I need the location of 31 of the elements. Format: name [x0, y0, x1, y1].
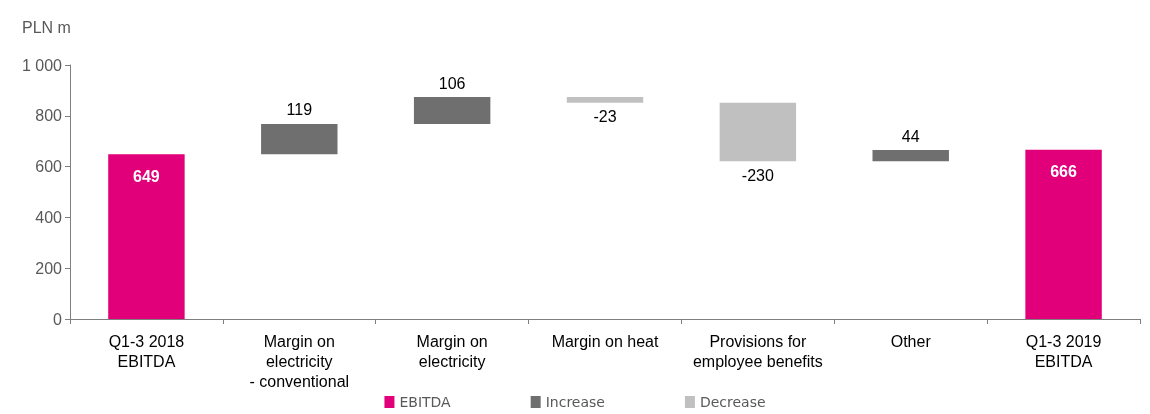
x-tick-label: Provisions for employee benefits [692, 332, 823, 370]
x-tick-label: Margin on electricity - conventional [249, 332, 350, 390]
legend-label: Increase [545, 394, 605, 410]
y-tick-label: 1 000 [21, 56, 63, 74]
data-label: -230 [741, 166, 774, 184]
bar [719, 102, 797, 162]
legend-label: Decrease [699, 394, 766, 410]
y-axis-title: PLN m [22, 18, 71, 36]
bar [566, 97, 644, 103]
data-label: -23 [593, 108, 617, 126]
bar [261, 123, 338, 155]
y-tick-label: 800 [35, 107, 63, 125]
y-tick-label: 0 [53, 310, 63, 328]
y-tick-label: 400 [35, 208, 63, 226]
bar [872, 150, 949, 162]
y-tick-label: 200 [35, 259, 63, 277]
bar [108, 154, 185, 319]
x-tick-label: Margin on heat [551, 332, 659, 350]
data-label: 106 [438, 74, 466, 92]
x-tick-label: Other [890, 332, 932, 350]
bar [413, 97, 491, 124]
legend-label: EBITDA [399, 394, 452, 410]
data-label: 44 [901, 127, 920, 145]
data-label: 119 [286, 101, 313, 119]
x-tick-label: Q1-3 2018 EBITDA [108, 332, 185, 370]
bar [1025, 149, 1102, 319]
data-label: 666 [1050, 163, 1078, 181]
data-label: 649 [133, 167, 160, 185]
x-tick-label: Q1-3 2019 EBITDA [1025, 332, 1102, 370]
x-tick-label: Margin on electricity [416, 332, 488, 370]
y-tick-label: 600 [35, 158, 63, 176]
